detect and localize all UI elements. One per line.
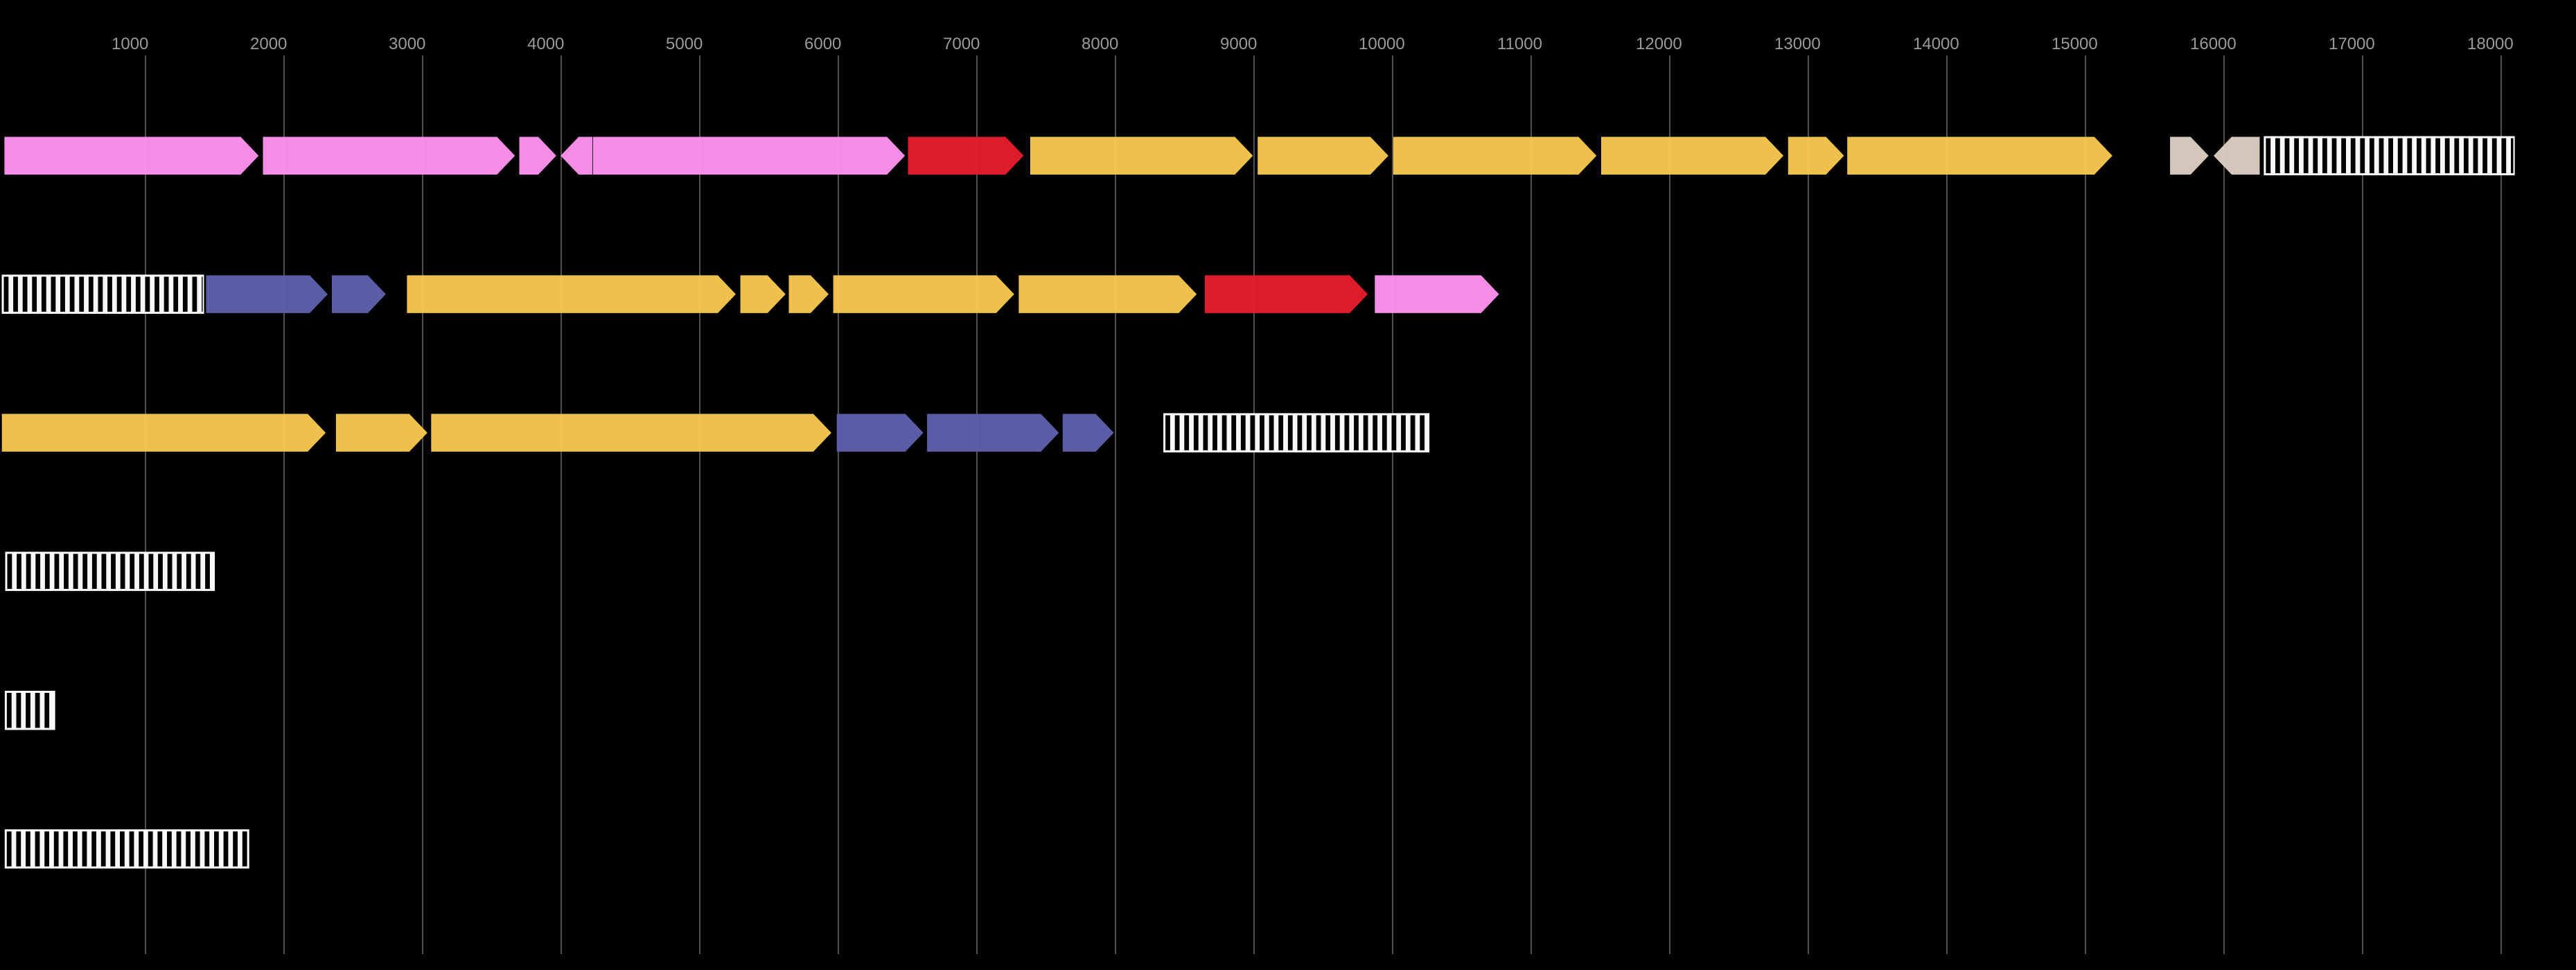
svg-text:6000: 6000 bbox=[804, 35, 841, 53]
svg-text:8000: 8000 bbox=[1082, 35, 1118, 53]
svg-text:14000: 14000 bbox=[1913, 35, 1959, 53]
svg-text:18000: 18000 bbox=[2467, 35, 2514, 53]
svg-text:7000: 7000 bbox=[943, 35, 980, 53]
svg-text:12000: 12000 bbox=[1636, 35, 1682, 53]
svg-text:4000: 4000 bbox=[527, 35, 564, 53]
svg-text:10000: 10000 bbox=[1359, 35, 1405, 53]
svg-text:15000: 15000 bbox=[2052, 35, 2098, 53]
svg-text:2000: 2000 bbox=[250, 35, 287, 53]
svg-text:5000: 5000 bbox=[666, 35, 703, 53]
svg-text:17000: 17000 bbox=[2329, 35, 2375, 53]
svg-text:1000: 1000 bbox=[112, 35, 148, 53]
svg-text:13000: 13000 bbox=[1774, 35, 1821, 53]
svg-text:9000: 9000 bbox=[1220, 35, 1257, 53]
svg-text:16000: 16000 bbox=[2190, 35, 2237, 53]
svg-text:11000: 11000 bbox=[1497, 35, 1542, 53]
svg-text:3000: 3000 bbox=[389, 35, 425, 53]
